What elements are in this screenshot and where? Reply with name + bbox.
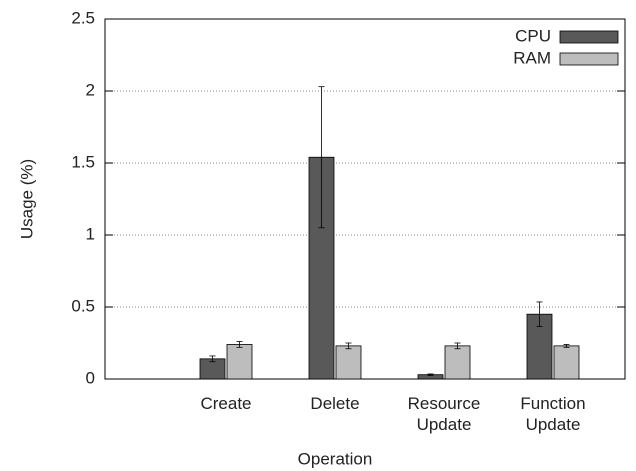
error-bar xyxy=(318,86,325,229)
y-tick-label: 1.5 xyxy=(71,152,95,171)
error-bar xyxy=(236,341,243,348)
error-bar xyxy=(345,342,352,350)
error-bar xyxy=(563,344,570,348)
x-tick-label: Delete xyxy=(310,394,359,413)
x-tick-label: Function Update xyxy=(520,394,585,434)
plot-frame xyxy=(104,18,626,380)
bar xyxy=(335,345,362,380)
error-bar xyxy=(427,373,434,376)
y-tick-label: 2 xyxy=(86,80,95,99)
y-tick-label: 0.5 xyxy=(71,296,95,315)
error-bar xyxy=(454,342,461,350)
y-tick-label: 1 xyxy=(86,224,95,243)
x-tick-label: Create xyxy=(200,394,251,413)
legend-label: RAM xyxy=(513,48,551,67)
bar xyxy=(444,345,471,380)
legend-swatch xyxy=(559,30,619,44)
legend-swatch xyxy=(559,52,619,66)
y-tick-label: 2.5 xyxy=(71,8,95,27)
bar xyxy=(226,344,253,380)
x-tick-label: Resource Update xyxy=(408,394,481,434)
y-axis-label: Usage (%) xyxy=(17,159,36,239)
error-bar xyxy=(536,301,543,327)
legend-label: CPU xyxy=(515,26,551,45)
bar xyxy=(553,345,580,380)
x-axis-label: Operation xyxy=(298,449,373,468)
bar xyxy=(526,313,553,380)
y-tick-label: 0 xyxy=(86,368,95,387)
error-bar xyxy=(209,355,216,363)
